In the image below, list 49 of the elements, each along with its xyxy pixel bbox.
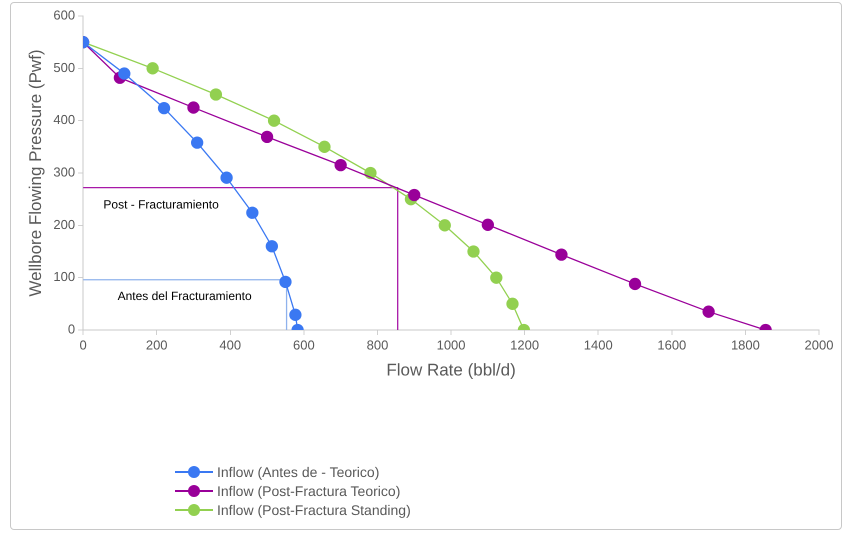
point [702,306,715,318]
y-tick-label: 300 [53,164,76,180]
point [268,114,280,127]
point [506,298,519,310]
point [490,272,502,284]
x-tick-label: 600 [293,337,315,352]
point [191,136,204,149]
point [118,67,130,80]
legend-label: Inflow (Post-Fractura Standing) [217,502,411,518]
point [266,240,278,252]
legend-label: Inflow (Antes de - Teorico) [217,464,380,480]
point [187,101,200,114]
y-tick-label: 0 [68,322,76,337]
legend-label: Inflow (Post-Fractura Teorico) [217,482,400,498]
x-tick-label: 2000 [804,337,834,352]
x-axis-title: Flow Rate (bbl/d) [386,360,516,380]
annotation: Post - Fracturamiento [103,198,220,212]
x-tick-label: 1600 [657,337,686,352]
point [220,172,233,184]
x-tick-label: 800 [366,337,388,352]
point [555,248,568,261]
point [146,62,159,74]
point [318,140,331,153]
y-tick-label: 400 [53,112,76,128]
y-axis-title: Wellbore Flowing Pressure (Pwf) [26,49,45,297]
point [246,206,258,219]
x-tick-label: 1400 [584,337,613,352]
x-tick-label: 1800 [730,337,760,352]
x-tick-label: 200 [146,337,168,352]
annotation: Antes del Fracturamiento [118,289,252,304]
point [482,218,494,231]
point [279,276,292,288]
point [289,308,302,321]
point [334,159,347,172]
x-tick-label: 1200 [510,337,540,352]
y-tick-label: 100 [53,269,76,284]
point [260,130,274,144]
point [408,188,420,202]
y-tick-label: 600 [53,8,76,23]
x-tick-label: 0 [79,337,87,352]
point [158,102,170,114]
point [438,219,451,232]
x-tick-label: 1000 [436,337,466,352]
x-tick-label: 400 [219,337,242,352]
point [210,88,222,101]
point [628,278,642,290]
point [467,245,480,258]
y-tick-label: 500 [53,60,76,75]
y-tick-label: 200 [53,216,76,232]
